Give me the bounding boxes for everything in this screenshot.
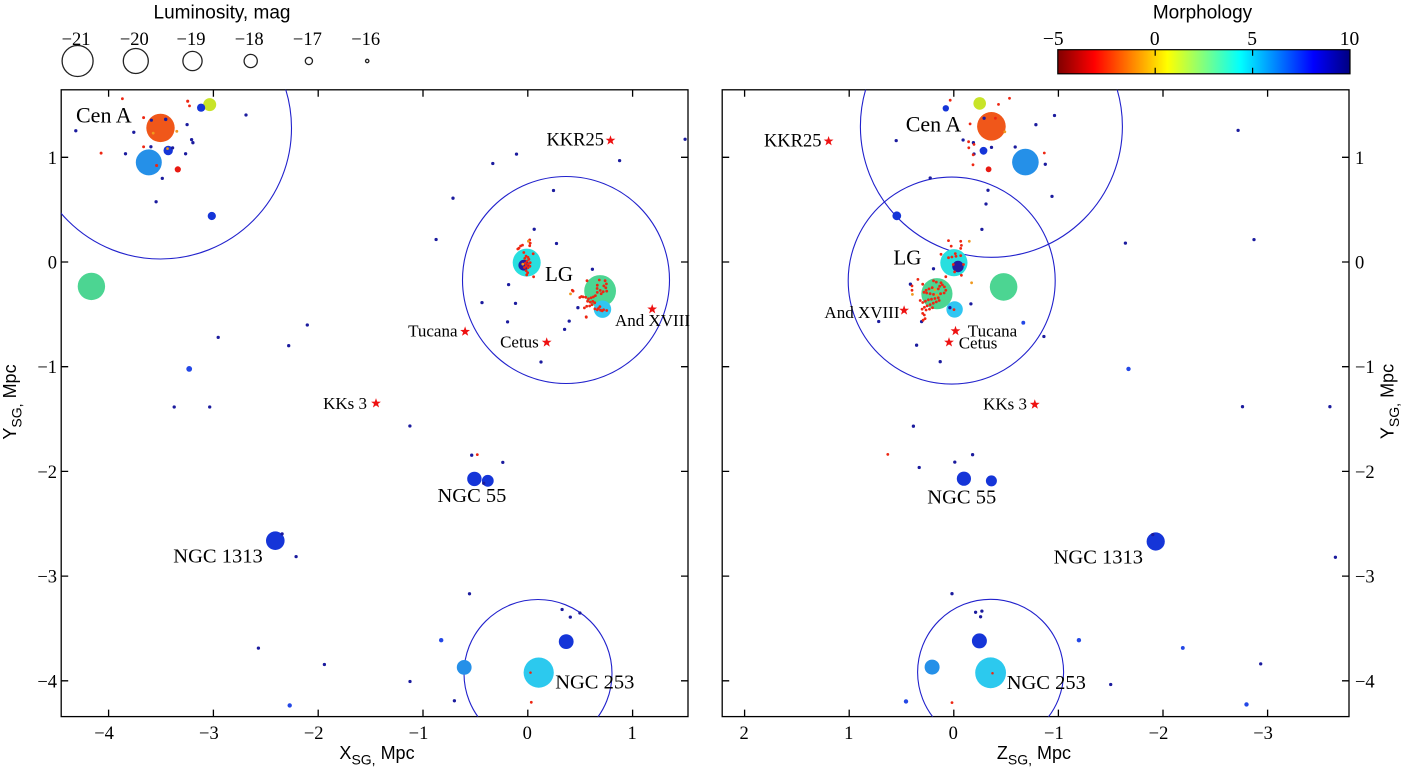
svg-text:NGC 253: NGC 253 [555,672,634,694]
svg-text:NGC 1313: NGC 1313 [173,546,262,568]
svg-text:Cen A: Cen A [906,112,962,137]
svg-text:And XVIII: And XVIII [824,303,899,322]
svg-text:NGC 1313: NGC 1313 [1054,547,1143,569]
svg-text:−2: −2 [304,724,324,744]
svg-text:0: 0 [1355,254,1364,274]
svg-text:Morphology: Morphology [1153,3,1253,24]
svg-text:−3: −3 [199,724,219,744]
svg-text:−4: −4 [94,724,114,744]
svg-text:KKs 3: KKs 3 [323,394,367,413]
svg-text:−1: −1 [409,724,429,744]
svg-text:Tucana: Tucana [408,321,458,340]
svg-text:−1: −1 [1044,724,1064,744]
svg-text:1: 1 [844,724,853,744]
svg-text:0: 0 [523,724,532,744]
svg-text:1: 1 [627,724,636,744]
svg-text:Cetus: Cetus [500,333,539,352]
svg-text:−3: −3 [1253,724,1273,744]
svg-text:−17: −17 [293,30,322,50]
svg-text:−4: −4 [37,672,57,692]
svg-text:−4: −4 [1355,672,1375,692]
svg-text:−2: −2 [1149,724,1169,744]
svg-text:NGC 55: NGC 55 [927,487,996,509]
svg-text:−1: −1 [37,358,57,378]
svg-text:KKs 3: KKs 3 [983,395,1027,414]
svg-text:Tucana: Tucana [968,322,1018,341]
svg-text:−18: −18 [235,30,264,50]
svg-text:−16: −16 [351,30,380,50]
svg-text:0: 0 [949,724,958,744]
svg-text:0: 0 [1150,29,1160,50]
svg-text:NGC 55: NGC 55 [438,485,507,507]
svg-text:LG: LG [545,262,573,286]
svg-text:−3: −3 [37,568,57,588]
svg-text:KKR25: KKR25 [546,131,604,151]
svg-text:5: 5 [1247,29,1257,50]
svg-text:−5: −5 [1043,29,1064,50]
svg-text:NGC 253: NGC 253 [1007,672,1086,694]
svg-text:1: 1 [48,149,57,169]
svg-text:0: 0 [48,254,57,274]
svg-text:Cen A: Cen A [76,103,132,128]
svg-text:KKR25: KKR25 [764,132,822,152]
svg-text:Cetus: Cetus [959,334,998,353]
svg-text:−19: −19 [177,30,206,50]
svg-text:And XVIII: And XVIII [615,311,690,330]
svg-text:−21: −21 [62,30,91,50]
svg-text:10: 10 [1340,29,1360,50]
svg-text:−2: −2 [37,463,57,483]
svg-text:−3: −3 [1355,568,1375,588]
svg-text:−20: −20 [120,30,149,50]
svg-text:2: 2 [739,724,748,744]
svg-text:−1: −1 [1355,358,1375,378]
svg-text:LG: LG [893,246,921,270]
svg-text:Luminosity, mag: Luminosity, mag [154,3,291,24]
svg-text:−2: −2 [1355,463,1375,483]
svg-text:1: 1 [1355,149,1364,169]
